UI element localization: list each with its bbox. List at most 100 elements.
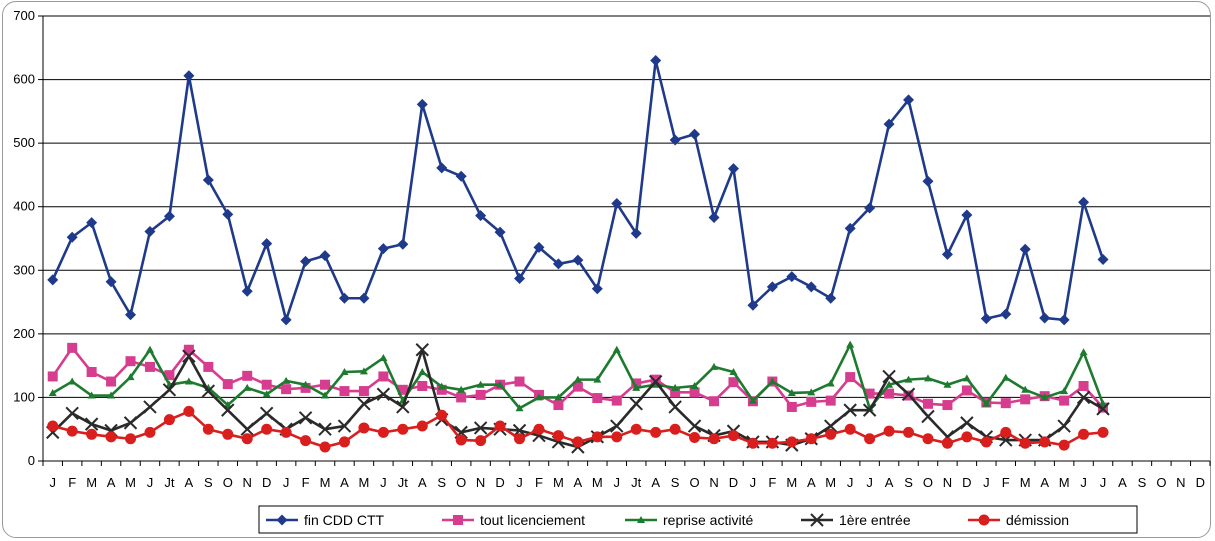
data-point bbox=[1000, 398, 1011, 409]
data-point bbox=[475, 389, 486, 400]
data-point bbox=[318, 422, 332, 436]
x-tick-label: N bbox=[476, 475, 485, 490]
legend-label: démission bbox=[1006, 512, 1069, 528]
legend-swatch-marker bbox=[978, 514, 990, 526]
data-point bbox=[514, 376, 525, 387]
data-point bbox=[301, 380, 310, 388]
x-tick-label: M bbox=[553, 475, 564, 490]
legend-item: tout licenciement bbox=[442, 512, 585, 528]
data-point bbox=[710, 362, 719, 370]
legend-label: fin CDD CTT bbox=[304, 512, 385, 528]
y-tick-label: 0 bbox=[28, 453, 35, 468]
data-point bbox=[473, 421, 488, 435]
x-tick-label: Jt bbox=[631, 475, 642, 490]
data-point bbox=[163, 414, 175, 426]
data-point bbox=[980, 436, 992, 448]
x-tick-label: A bbox=[1118, 475, 1127, 490]
data-point bbox=[201, 384, 216, 398]
data-point bbox=[591, 431, 603, 443]
data-point bbox=[514, 433, 526, 445]
data-point bbox=[610, 419, 624, 433]
x-tick-label: J bbox=[1080, 475, 1087, 490]
legend-label: 1ère entrée bbox=[839, 512, 911, 528]
series-reprise-activite bbox=[48, 340, 1108, 412]
data-point bbox=[321, 391, 330, 399]
x-tick-label: O bbox=[223, 475, 233, 490]
x-tick-label: A bbox=[574, 475, 583, 490]
data-point bbox=[729, 368, 738, 375]
y-tick-label: 200 bbox=[13, 326, 35, 341]
data-point bbox=[377, 426, 389, 438]
data-point bbox=[748, 396, 757, 404]
data-point bbox=[883, 118, 895, 130]
x-tick-label: D bbox=[262, 475, 271, 490]
data-point bbox=[416, 420, 428, 432]
data-point bbox=[319, 250, 331, 262]
y-tick-label: 600 bbox=[13, 72, 35, 87]
data-point bbox=[418, 368, 427, 375]
data-point bbox=[475, 435, 487, 447]
data-point bbox=[884, 388, 895, 399]
x-tick-label: S bbox=[204, 475, 213, 490]
data-point bbox=[456, 392, 467, 403]
legend-label: reprise activité bbox=[663, 512, 753, 528]
data-point bbox=[1019, 243, 1031, 255]
data-point bbox=[221, 403, 235, 417]
data-point bbox=[67, 342, 78, 353]
data-point bbox=[379, 354, 388, 362]
data-point bbox=[47, 420, 59, 432]
data-point bbox=[183, 405, 195, 417]
data-point bbox=[941, 248, 953, 260]
x-tick-label: N bbox=[709, 475, 718, 490]
data-point bbox=[632, 383, 641, 391]
data-point bbox=[669, 134, 681, 146]
data-point bbox=[593, 375, 602, 383]
data-point bbox=[747, 299, 759, 311]
x-tick-label: A bbox=[107, 475, 116, 490]
x-tick-label: J bbox=[847, 475, 854, 490]
data-point bbox=[1079, 348, 1088, 356]
data-point bbox=[514, 273, 526, 285]
data-point bbox=[377, 243, 389, 255]
data-point bbox=[358, 386, 369, 397]
data-point bbox=[805, 433, 817, 445]
x-tick-label: J bbox=[750, 475, 757, 490]
data-point bbox=[163, 210, 175, 222]
x-tick-label: M bbox=[592, 475, 603, 490]
data-point bbox=[378, 371, 389, 382]
data-point bbox=[47, 371, 58, 382]
data-point bbox=[982, 399, 991, 407]
data-point bbox=[806, 396, 817, 407]
data-point bbox=[708, 433, 720, 445]
data-point bbox=[298, 411, 313, 425]
data-point bbox=[241, 433, 253, 445]
data-point bbox=[1040, 393, 1049, 401]
legend-swatch-marker bbox=[276, 514, 288, 526]
data-point bbox=[611, 395, 622, 406]
data-point bbox=[280, 426, 292, 438]
data-point bbox=[611, 198, 623, 210]
data-point bbox=[145, 345, 154, 353]
data-point bbox=[825, 395, 836, 406]
x-tick-label: J bbox=[380, 475, 387, 490]
data-point bbox=[573, 375, 582, 383]
data-point bbox=[942, 400, 953, 411]
data-point bbox=[687, 419, 702, 433]
data-point bbox=[143, 400, 157, 414]
data-point bbox=[843, 403, 857, 417]
data-point bbox=[68, 377, 77, 385]
data-point bbox=[611, 431, 623, 443]
data-point bbox=[65, 406, 79, 421]
x-tick-label: M bbox=[825, 475, 836, 490]
data-point bbox=[300, 435, 312, 447]
x-tick-label: M bbox=[86, 475, 97, 490]
x-tick-label: J bbox=[866, 475, 873, 490]
x-tick-label: M bbox=[320, 475, 331, 490]
data-point bbox=[436, 409, 448, 421]
y-tick-label: 300 bbox=[13, 262, 35, 277]
data-point bbox=[203, 361, 214, 372]
y-tick-label: 700 bbox=[13, 8, 35, 23]
x-tick-label: O bbox=[690, 475, 700, 490]
data-point bbox=[184, 377, 193, 385]
